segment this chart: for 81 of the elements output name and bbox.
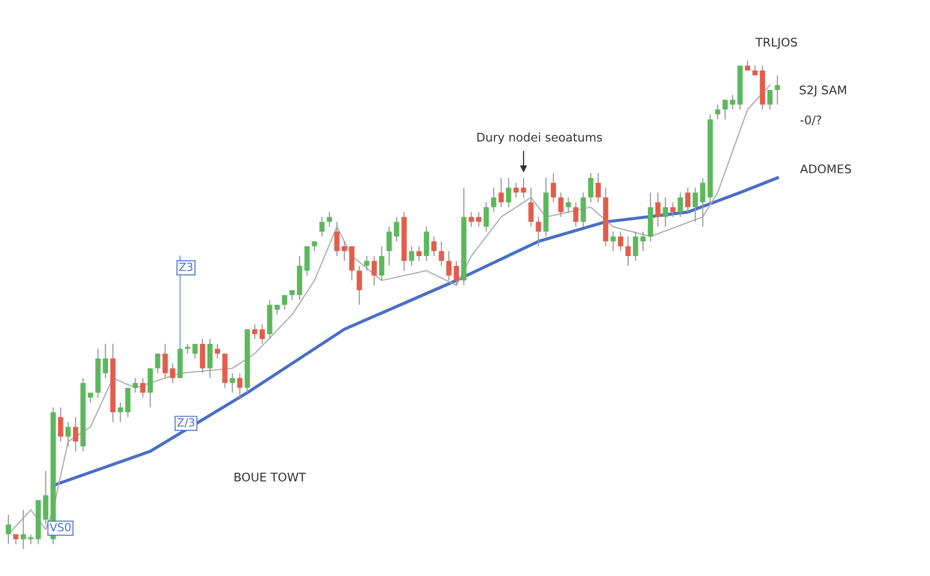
- candlestick: [282, 294, 288, 310]
- annotation: BOUE TOWT: [234, 472, 306, 482]
- candlestick: [558, 192, 564, 218]
- candlestick: [319, 216, 325, 238]
- candlestick: [610, 231, 616, 252]
- candlestick: [88, 392, 94, 404]
- text: TRLJOS: [755, 38, 798, 49]
- text: S2J SAM: [800, 86, 846, 97]
- candlestick: [356, 265, 362, 306]
- candlestick: [408, 246, 414, 266]
- candlestick: [484, 202, 489, 232]
- candlestick: [289, 290, 295, 301]
- candlestick: [536, 216, 542, 247]
- candlestick: [520, 177, 526, 198]
- candlestick: [431, 236, 437, 257]
- candlestick: [566, 196, 571, 213]
- candlestick: [692, 187, 698, 222]
- candlestick: [632, 231, 638, 262]
- candlestick: [260, 324, 265, 344]
- candlestick: [550, 172, 556, 203]
- candlestick: [326, 212, 332, 228]
- candlestick: [685, 187, 690, 213]
- candlestick: [662, 196, 668, 228]
- candlestick: [438, 240, 444, 266]
- candlestick: [752, 65, 758, 76]
- candlestick: [700, 177, 706, 228]
- candlestick: [252, 324, 258, 340]
- candlestick: [513, 182, 519, 198]
- candlestick: [774, 74, 780, 106]
- candlestick: [655, 192, 661, 228]
- candlestick: [588, 172, 594, 203]
- candlestick: [72, 416, 78, 452]
- candlestick: [364, 255, 370, 272]
- candlestick: [454, 260, 459, 286]
- candlestick: [767, 89, 773, 110]
- candlestick: [722, 99, 728, 120]
- candlestick: [28, 534, 34, 545]
- annotation: Z/3: [177, 418, 194, 428]
- candlestick: [102, 343, 108, 379]
- candlestick: [491, 187, 496, 213]
- candlestick: [625, 236, 631, 266]
- candlestick: [618, 231, 624, 252]
- candlestick: [372, 255, 377, 286]
- candlestick: [66, 421, 71, 447]
- annotation: VS0: [50, 523, 71, 532]
- annotation: Z3: [179, 262, 192, 272]
- candlestick: [342, 240, 347, 262]
- candlestick: [528, 187, 534, 228]
- candlestick: [394, 216, 400, 242]
- candlestick: [118, 402, 123, 423]
- candlestick: [230, 372, 235, 394]
- candlestick: [670, 202, 676, 218]
- candlestick: [132, 378, 138, 394]
- candlestick: [446, 250, 452, 281]
- annotation: Dury nodei seoatums: [477, 132, 602, 144]
- candlestick: [58, 406, 64, 442]
- candlestick: [715, 104, 720, 120]
- candlestick: [6, 514, 11, 545]
- candlestick: [184, 343, 190, 354]
- candlestick: [334, 221, 340, 257]
- candlestick: [573, 202, 578, 228]
- candlestick: [640, 231, 646, 252]
- candlestick: [596, 172, 601, 203]
- candlestick: [155, 353, 160, 374]
- text: -0/?: [800, 115, 822, 126]
- candlestick: [170, 362, 176, 384]
- candlestick: [744, 60, 750, 72]
- candlestick: [386, 226, 392, 266]
- candlestick: [678, 192, 683, 218]
- candlestick: [468, 212, 474, 228]
- candlestick: [379, 246, 384, 281]
- candlestick: [416, 246, 422, 262]
- candlestick: [20, 509, 26, 550]
- text: ADOMES: [800, 164, 851, 174]
- candlestick: [192, 343, 198, 360]
- candlestick: [476, 212, 482, 228]
- candlestick: [162, 343, 168, 379]
- candlestick: [237, 372, 242, 398]
- candlestick: [498, 177, 504, 208]
- candlestick: [506, 177, 512, 208]
- candlestick: [140, 378, 146, 398]
